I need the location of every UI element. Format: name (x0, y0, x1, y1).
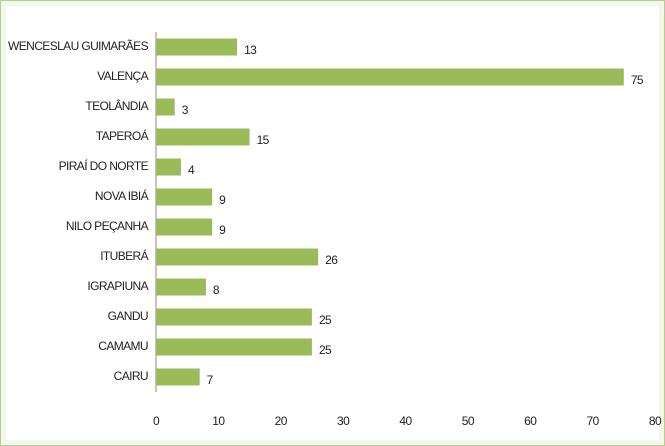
bar (156, 68, 624, 86)
x-tick-label: 70 (587, 414, 600, 428)
bar (156, 158, 181, 176)
x-tick-label: 0 (153, 414, 160, 428)
data-label: 25 (319, 343, 332, 357)
y-tick-label: GANDU (108, 309, 148, 323)
bar (156, 98, 175, 116)
bar (156, 188, 213, 206)
data-label: 15 (257, 133, 270, 147)
data-label: 75 (631, 73, 644, 87)
data-label: 13 (244, 43, 257, 57)
x-tick-label: 50 (462, 414, 475, 428)
bar (156, 308, 312, 326)
bar (156, 338, 312, 356)
y-tick-label: PIRAÍ DO NORTE (59, 158, 149, 173)
y-tick-label: ITUBERÁ (100, 248, 148, 263)
y-tick-label: NOVA IBIÁ (95, 188, 149, 203)
data-label: 8 (213, 283, 220, 297)
y-tick-label: IGRAPIUNA (87, 279, 148, 293)
bar (156, 248, 319, 266)
x-tick-label: 30 (337, 414, 350, 428)
bar (156, 218, 213, 236)
data-label: 7 (207, 373, 214, 387)
bar (156, 278, 206, 296)
x-tick-label: 20 (275, 414, 288, 428)
bar (156, 38, 238, 56)
y-tick-label: VALENÇA (97, 69, 149, 83)
x-tick-label: 40 (399, 414, 412, 428)
bar (156, 368, 200, 386)
y-tick-label: TEOLÂNDIA (85, 98, 148, 113)
x-tick-label: 80 (649, 414, 662, 428)
data-label: 9 (219, 193, 226, 207)
y-tick-label: CAIRU (114, 369, 148, 383)
bar (156, 128, 250, 146)
y-tick-label: TAPEROÁ (96, 128, 149, 143)
y-tick-label: WENCESLAU GUIMARÃES (8, 39, 149, 53)
data-label: 4 (188, 163, 195, 177)
y-tick-label: CAMAMU (98, 339, 148, 353)
data-label: 9 (219, 223, 226, 237)
data-label: 3 (182, 103, 189, 117)
data-label: 26 (325, 253, 338, 267)
x-tick-label: 10 (212, 414, 225, 428)
data-label: 25 (319, 313, 332, 327)
y-tick-label: NILO PEÇANHA (66, 219, 149, 233)
x-tick-label: 60 (524, 414, 537, 428)
